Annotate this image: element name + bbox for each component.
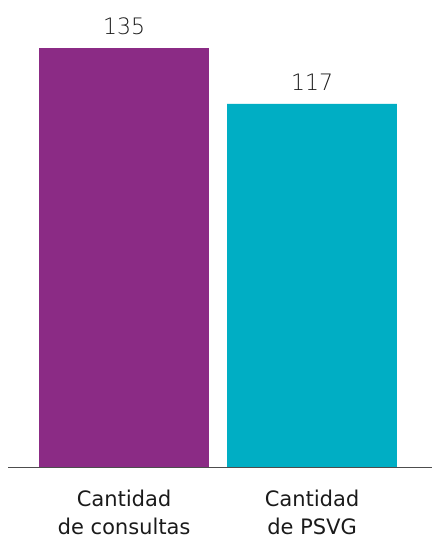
category-label-1-line-0: Cantidad — [265, 487, 359, 511]
value-labels-group: 135 117 — [103, 15, 333, 96]
category-labels-group: Cantidad de consultas Cantidad de PSVG — [58, 487, 360, 539]
bar-0 — [39, 48, 209, 467]
bars-group — [39, 48, 397, 467]
category-label-1-line-1: de PSVG — [267, 515, 357, 539]
category-label-0-line-1: de consultas — [58, 515, 191, 539]
bar-1 — [227, 103, 397, 467]
data-label-1: 117 — [291, 71, 333, 96]
category-label-0-line-0: Cantidad — [77, 487, 171, 511]
data-label-0: 135 — [103, 15, 145, 40]
